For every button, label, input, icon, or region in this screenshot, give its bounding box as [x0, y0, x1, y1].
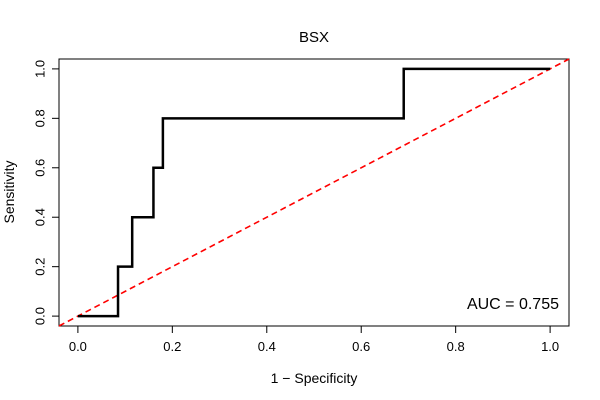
x-tick-label: 0.2 — [163, 339, 181, 354]
y-axis: 0.0 0.2 0.4 0.6 0.8 1.0 — [32, 60, 60, 325]
y-tick-label: 1.0 — [32, 60, 47, 78]
x-tick-label: 0.8 — [447, 339, 465, 354]
auc-annotation: AUC = 0.755 — [467, 296, 559, 313]
y-tick-label: 0.0 — [32, 307, 47, 325]
y-tick-label: 0.2 — [32, 258, 47, 276]
x-tick-label: 0.0 — [69, 339, 87, 354]
x-tick-label: 0.4 — [258, 339, 276, 354]
y-axis-label: Sensitivity — [1, 160, 17, 223]
y-tick-label: 0.6 — [32, 159, 47, 177]
chart-title: BSX — [299, 29, 329, 46]
x-axis-label: 1 − Specificity — [271, 370, 358, 386]
x-tick-label: 0.6 — [352, 339, 370, 354]
reference-diagonal — [58, 58, 570, 327]
y-tick-label: 0.8 — [32, 109, 47, 127]
roc-series — [77, 67, 551, 318]
x-tick-label: 1.0 — [541, 339, 559, 354]
x-axis: 0.0 0.2 0.4 0.6 0.8 1.0 — [69, 325, 559, 354]
y-tick-label: 0.4 — [32, 208, 47, 226]
roc-curve-line — [77, 67, 551, 318]
